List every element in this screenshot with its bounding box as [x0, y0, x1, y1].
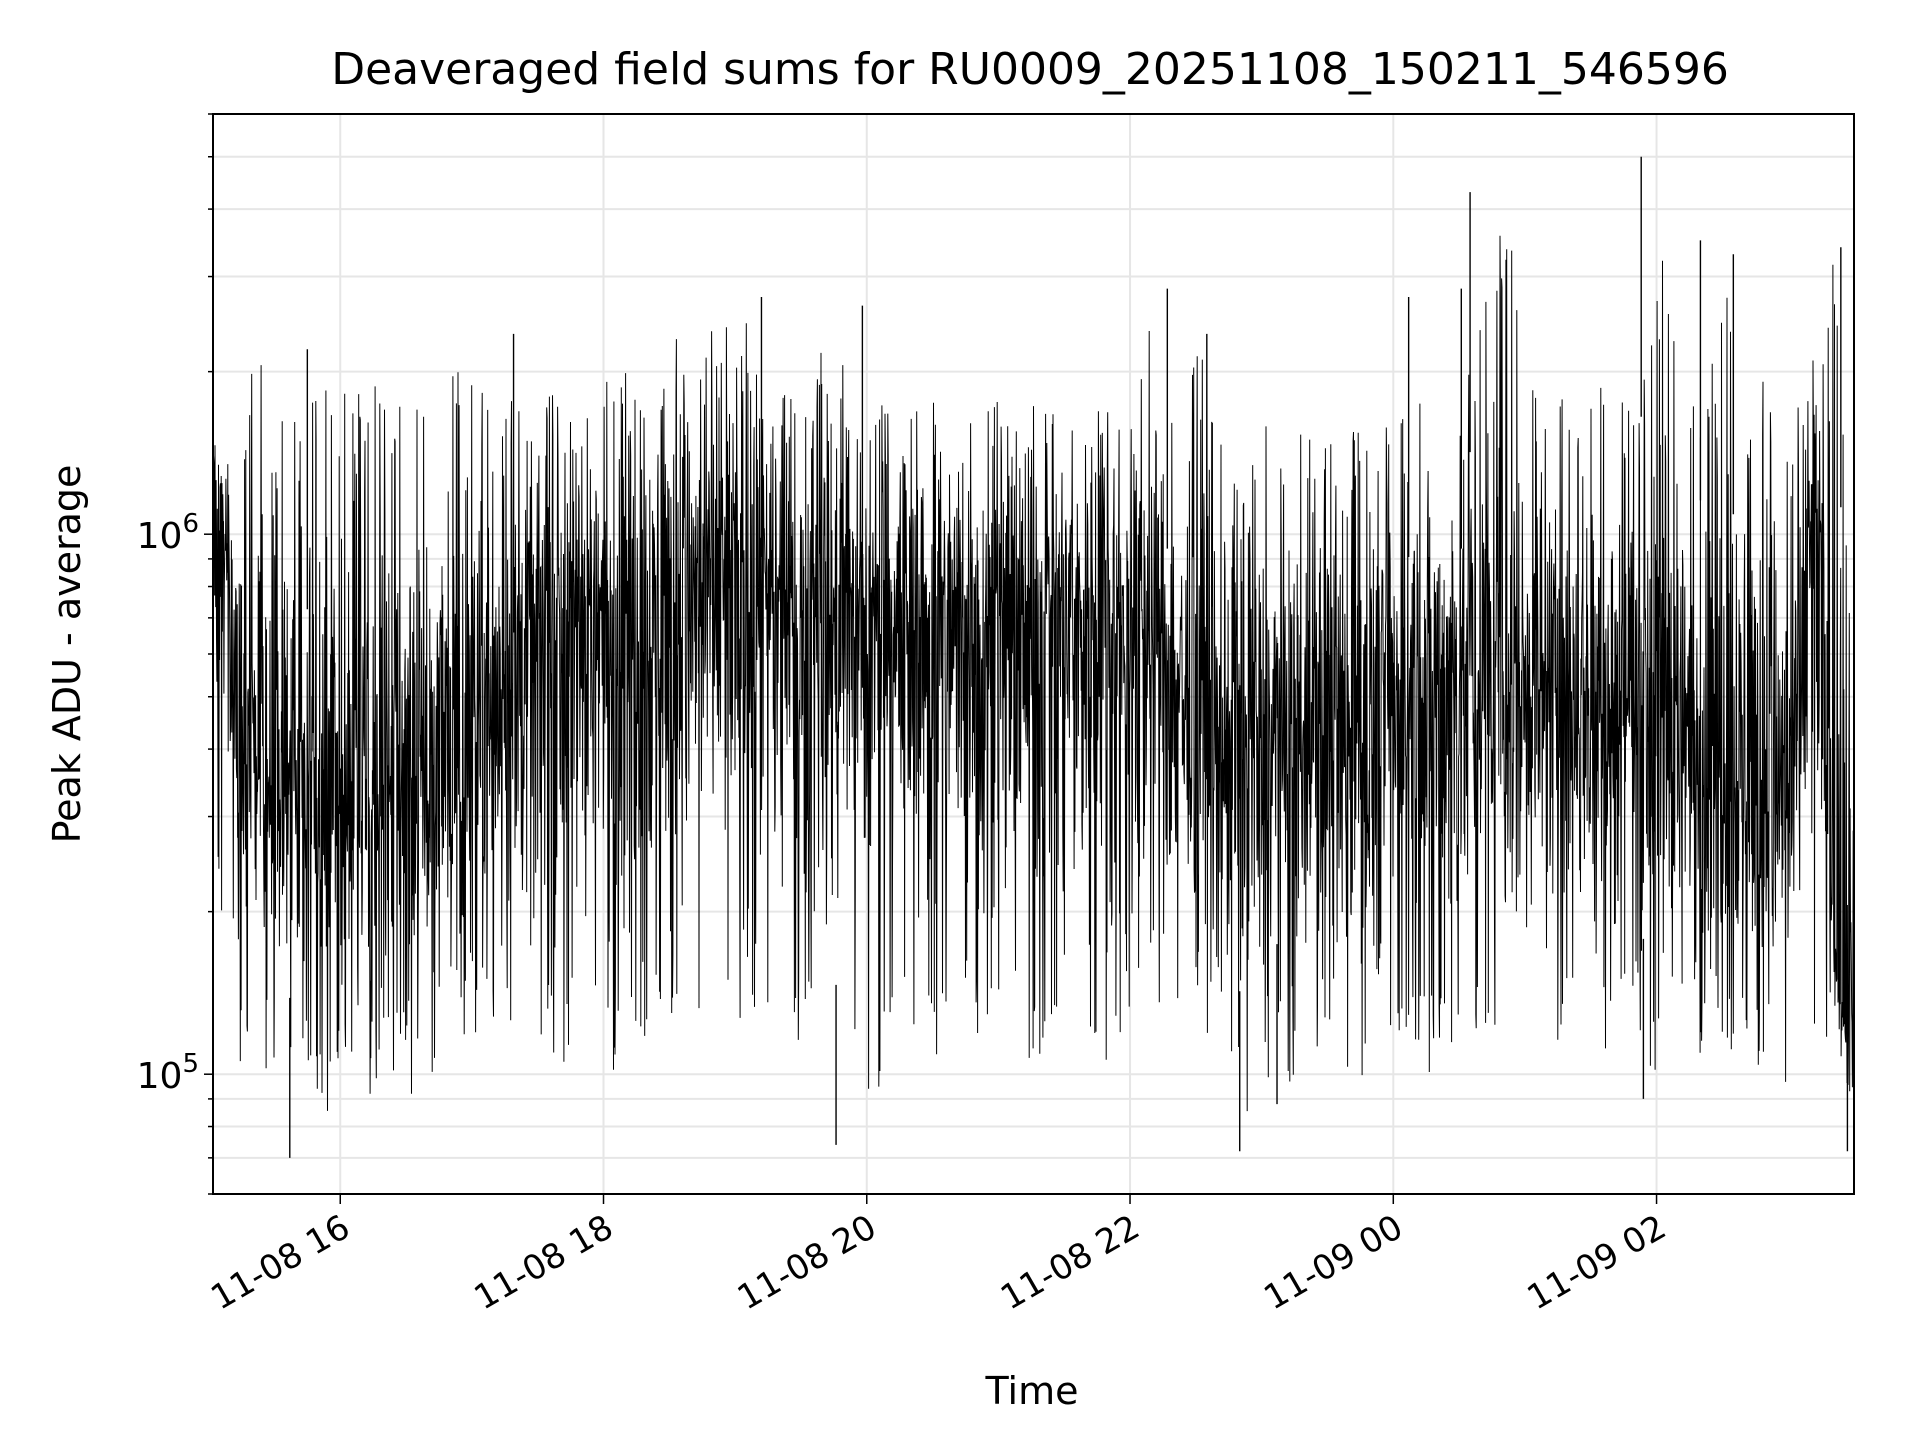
y-tick-label: 106: [137, 509, 199, 557]
x-tick-label: 11-08 20: [731, 1207, 883, 1318]
y-axis: 105 106: [137, 113, 213, 1195]
chart-title: Deaveraged field sums for RU0009_2025110…: [331, 44, 1729, 95]
x-axis-label: Time: [985, 1369, 1079, 1413]
y-tick-label: 105: [137, 1049, 199, 1097]
x-tick-label: 11-09 02: [1521, 1207, 1673, 1318]
x-tick-label: 11-08 22: [994, 1207, 1146, 1318]
y-axis-label: Peak ADU - average: [45, 465, 89, 844]
x-axis: 11-08 16 11-08 18 11-08 20 11-08 22 11-09 00…: [204, 1194, 1673, 1318]
series-line: [212, 235, 1855, 1112]
x-tick-label: 11-09 00: [1257, 1207, 1409, 1318]
series: [212, 156, 1855, 1158]
x-tick-label: 11-08 18: [468, 1207, 620, 1318]
x-tick-label: 11-08 16: [204, 1207, 356, 1318]
